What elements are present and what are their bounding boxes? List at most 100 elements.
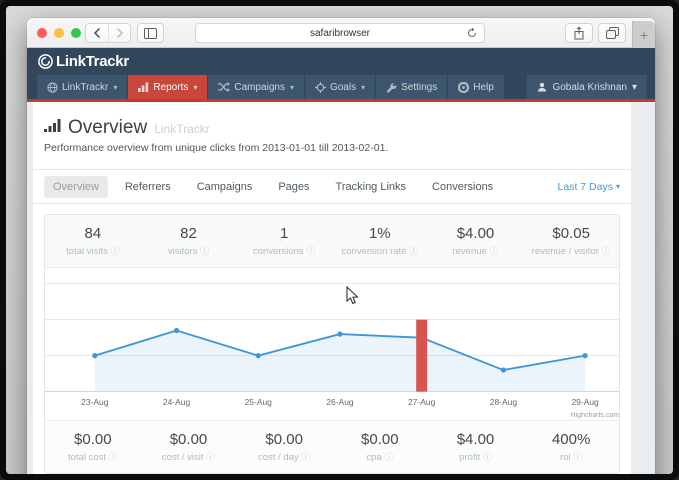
info-icon[interactable]: ⓘ — [301, 452, 310, 462]
info-icon[interactable]: ⓘ — [200, 246, 209, 256]
stat-conversion-rate: 1%conversion rate ⓘ — [332, 224, 428, 257]
zoom-window-button[interactable] — [71, 28, 81, 38]
info-icon[interactable]: ⓘ — [306, 246, 315, 256]
chart-point — [501, 367, 506, 372]
stat-label: roi ⓘ — [523, 450, 619, 463]
stat-value: $0.00 — [332, 430, 428, 449]
stat-value: 82 — [141, 224, 237, 243]
stats-row-top: 84total visits ⓘ82visitors ⓘ1conversions… — [45, 215, 619, 268]
stat-total-cost: $0.00total cost ⓘ — [45, 430, 141, 463]
sidebar-button[interactable] — [137, 23, 164, 43]
stat-cost-visit: $0.00cost / visit ⓘ — [141, 430, 237, 463]
linktrackr-logo[interactable]: LinkTrackr — [37, 53, 129, 70]
page-content: Overview LinkTrackr Performance overview… — [33, 102, 631, 474]
stat-label: total visits ⓘ — [45, 244, 141, 257]
x-axis-label: 24-Aug — [163, 397, 191, 407]
stat-value: $4.00 — [428, 224, 524, 243]
bar-chart-icon — [138, 82, 149, 92]
x-axis-label: 27-Aug — [408, 397, 436, 407]
user-icon — [537, 82, 547, 92]
divider — [33, 203, 631, 204]
address-bar[interactable]: safaribrowser — [195, 23, 485, 43]
tab-pages[interactable]: Pages — [269, 176, 318, 198]
nav-item-linktrackr[interactable]: LinkTrackr▾ — [37, 75, 127, 99]
stat-total-visits: 84total visits ⓘ — [45, 224, 141, 257]
nav-item-help[interactable]: Help — [448, 75, 504, 99]
main-nav: LinkTrackr▾Reports▾Campaigns▾Goals▾ Setti… — [27, 75, 655, 99]
nav-item-reports[interactable]: Reports▾ — [128, 75, 207, 99]
chart-point — [337, 331, 342, 336]
wrench-icon — [386, 82, 397, 93]
caret-down-icon: ▾ — [193, 83, 197, 92]
back-button[interactable] — [86, 24, 108, 42]
reload-button[interactable] — [466, 27, 478, 42]
nav-item-campaigns[interactable]: Campaigns▾ — [208, 75, 304, 99]
sidebar-icon — [144, 28, 157, 39]
stat-label: cost / visit ⓘ — [141, 450, 237, 463]
tab-tracking-links[interactable]: Tracking Links — [327, 176, 416, 198]
page-title-suffix: LinkTrackr — [154, 122, 210, 136]
share-button[interactable] — [565, 23, 593, 43]
chart-point — [174, 328, 179, 333]
nav-item-label: Help — [473, 82, 494, 93]
chevron-left-icon — [92, 27, 102, 39]
info-icon[interactable]: ⓘ — [109, 452, 118, 462]
tab-overview[interactable]: Overview — [44, 176, 108, 198]
linktrackr-logo-icon — [37, 53, 54, 70]
user-menu-label: Gobala Krishnan — [552, 82, 627, 93]
info-icon[interactable]: ⓘ — [483, 452, 492, 462]
site-header: LinkTrackr — [27, 48, 655, 75]
safari-window: safaribrowser + LinkTrackr — [27, 18, 655, 474]
stat-revenue-visitor: $0.05revenue / visitor ⓘ — [523, 224, 619, 257]
info-icon[interactable]: ⓘ — [573, 452, 582, 462]
info-icon[interactable]: ⓘ — [489, 246, 498, 256]
screenshot-frame: safaribrowser + LinkTrackr — [0, 0, 679, 480]
info-icon[interactable]: ⓘ — [111, 246, 120, 256]
address-text: safaribrowser — [310, 28, 370, 39]
browser-toolbar: safaribrowser + — [27, 18, 655, 48]
tab-referrers[interactable]: Referrers — [116, 176, 180, 198]
chart-canvas: 23-Aug24-Aug25-Aug26-Aug27-Aug28-Aug29-A… — [45, 268, 619, 420]
info-icon[interactable]: ⓘ — [602, 246, 611, 256]
new-tab-button[interactable]: + — [632, 21, 655, 48]
globe-icon — [47, 82, 58, 93]
caret-down-icon: ▾ — [616, 182, 620, 191]
stat-value: 1 — [236, 224, 332, 243]
chevron-right-icon — [115, 27, 125, 39]
user-menu[interactable]: Gobala Krishnan ▾ — [527, 75, 647, 99]
tab-overview-button[interactable] — [598, 23, 626, 43]
info-icon[interactable]: ⓘ — [206, 452, 215, 462]
stat-label: cost / day ⓘ — [236, 450, 332, 463]
minimize-window-button[interactable] — [54, 28, 64, 38]
stat-value: $0.00 — [45, 430, 141, 449]
overview-panel: 84total visits ⓘ82visitors ⓘ1conversions… — [44, 214, 620, 474]
nav-item-label: Settings — [401, 82, 437, 93]
stat-label: profit ⓘ — [428, 450, 524, 463]
close-window-button[interactable] — [37, 28, 47, 38]
report-tabs: Overview Referrers Campaigns Pages Tracking … — [44, 170, 620, 203]
history-nav-buttons — [85, 23, 131, 43]
stat-roi: 400%roi ⓘ — [523, 430, 619, 463]
stat-label: visitors ⓘ — [141, 244, 237, 257]
tab-conversions[interactable]: Conversions — [423, 176, 502, 198]
tabs-icon — [606, 27, 619, 39]
chart-point — [256, 353, 261, 358]
stat-value: $0.05 — [523, 224, 619, 243]
info-icon[interactable]: ⓘ — [384, 452, 393, 462]
page-subtitle: Performance overview from unique clicks … — [44, 142, 620, 154]
caret-down-icon: ▾ — [632, 82, 637, 93]
stat-value: $0.00 — [236, 430, 332, 449]
caret-down-icon: ▾ — [361, 83, 365, 92]
tab-campaigns[interactable]: Campaigns — [188, 176, 262, 198]
logo-text: LinkTrackr — [56, 53, 129, 70]
help-icon — [458, 82, 469, 93]
x-axis-label: 25-Aug — [245, 397, 273, 407]
info-icon[interactable]: ⓘ — [409, 246, 418, 256]
plus-icon: + — [640, 27, 648, 43]
date-range-selector[interactable]: Last 7 Days ▾ — [558, 181, 620, 193]
forward-button[interactable] — [108, 24, 130, 42]
nav-item-goals[interactable]: Goals▾ — [305, 75, 375, 99]
caret-down-icon: ▾ — [290, 83, 294, 92]
nav-item-settings[interactable]: Settings — [376, 75, 447, 99]
chart-highlight-column — [416, 320, 427, 392]
